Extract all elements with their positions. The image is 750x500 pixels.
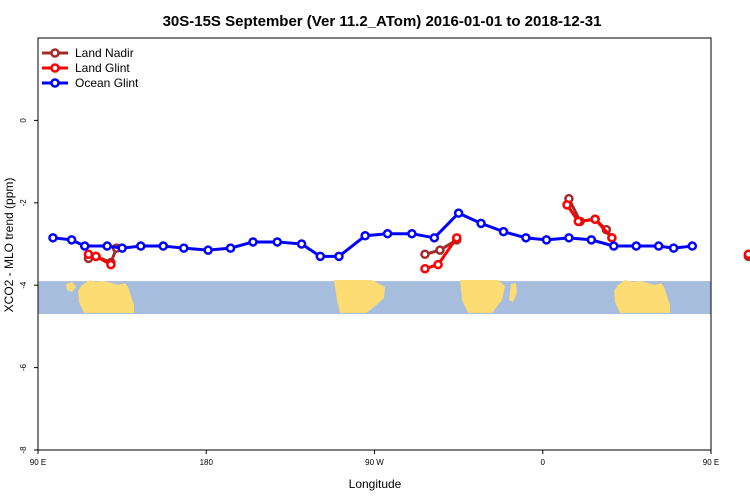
- ocean-glint-point: [407, 228, 417, 239]
- land-glint-point: [433, 259, 443, 270]
- ocean-glint-point: [315, 251, 326, 262]
- y-axis-label: XCO2 - MLO trend (ppm): [2, 178, 16, 313]
- chart-title: 30S-15S September (Ver 11.2_ATom) 2016-0…: [163, 13, 602, 30]
- ocean-glint-point: [79, 241, 90, 251]
- x-tick-label: 180: [200, 458, 214, 467]
- ocean-glint-point: [334, 251, 344, 262]
- land-glint-point: [83, 249, 94, 260]
- ocean-glint-point: [564, 233, 574, 243]
- ocean-glint-point: [653, 241, 664, 251]
- legend-marker: [50, 63, 60, 73]
- series-layer: [48, 193, 750, 274]
- y-tick-label: -6: [19, 363, 28, 371]
- x-tick-label: 90 E: [703, 458, 719, 467]
- ocean-glint-point: [296, 239, 307, 249]
- ocean-glint-point: [117, 243, 127, 253]
- legend-marker: [50, 78, 60, 88]
- legend-label: Ocean Glint: [75, 76, 139, 90]
- land-area: [614, 280, 670, 313]
- land-area: [334, 280, 385, 313]
- ocean-glint-point: [609, 241, 619, 251]
- series-ocean-glint: [48, 208, 698, 262]
- x-tick-label: 90 W: [365, 458, 384, 467]
- axes-layer: 90 E 180 90 W 0 90 E 0 -2 -4 -6 -8: [19, 118, 719, 467]
- y-tick-label: -4: [19, 281, 28, 289]
- land-area: [78, 280, 134, 313]
- ocean-glint-point: [382, 228, 393, 239]
- legend-label: Land Glint: [75, 61, 130, 75]
- y-tick-label: -2: [19, 199, 28, 207]
- x-tick-label: 90 E: [30, 458, 46, 467]
- ocean-glint-point: [541, 235, 552, 245]
- land-area: [460, 280, 505, 313]
- land-glint-point: [607, 233, 617, 243]
- series-land-nadir: [83, 193, 750, 268]
- y-tick-label: -8: [19, 446, 28, 454]
- ocean-glint-point: [668, 243, 679, 253]
- land-glint-point: [91, 251, 101, 262]
- ocean-glint-point: [248, 237, 258, 247]
- land-nadir-point: [420, 249, 430, 260]
- legend-marker: [50, 48, 60, 58]
- ocean-glint-point: [360, 231, 370, 241]
- ocean-glint-point: [136, 241, 146, 251]
- land-glint-line: [565, 204, 614, 239]
- world-map-strip: [38, 280, 711, 315]
- legend-label: Land Nadir: [75, 46, 134, 60]
- land-glint-point: [562, 200, 572, 210]
- land-glint-point: [420, 263, 430, 274]
- ocean-glint-point: [521, 233, 531, 243]
- land-nadir-point: [435, 245, 445, 255]
- series-land-glint: [83, 200, 750, 274]
- x-tick-label: 0: [541, 458, 546, 467]
- ocean-glint-point: [631, 241, 641, 251]
- ocean-glint-point: [272, 237, 283, 247]
- land-area: [66, 282, 76, 292]
- y-tick-label: 0: [19, 118, 28, 123]
- legend-item-land-glint: Land Glint: [42, 61, 130, 75]
- ocean-glint-point: [48, 233, 58, 243]
- ocean-glint-point: [586, 235, 597, 245]
- ocean-glint-point: [102, 241, 112, 251]
- ocean-glint-point: [225, 243, 236, 253]
- land-glint-point: [452, 233, 462, 243]
- ocean-glint-point: [453, 208, 464, 218]
- ocean-glint-point: [687, 241, 698, 251]
- land-glint-point: [106, 259, 116, 270]
- ocean-glint-point: [179, 243, 189, 253]
- land-glint-point: [590, 214, 600, 225]
- legend-item-ocean-glint: Ocean Glint: [42, 76, 139, 90]
- land-glint-point: [743, 249, 750, 260]
- land-area: [509, 283, 517, 302]
- ocean-glint-point: [158, 241, 169, 251]
- ocean-glint-point: [476, 218, 486, 229]
- x-axis-label: Longitude: [349, 477, 402, 491]
- land-glint-point: [573, 216, 584, 227]
- ocean-glint-point: [203, 245, 213, 255]
- ocean-glint-point: [66, 235, 77, 245]
- ocean-glint-point: [498, 226, 509, 237]
- legend-item-land-nadir: Land Nadir: [42, 46, 134, 60]
- ocean-glint-point: [429, 233, 440, 243]
